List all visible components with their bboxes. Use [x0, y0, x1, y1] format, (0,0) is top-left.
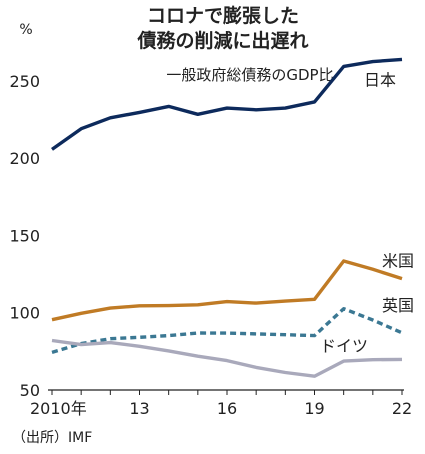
y-tick-label: 100	[9, 304, 40, 323]
series-label: 日本	[364, 70, 396, 89]
y-axis-unit: %	[19, 22, 32, 38]
series-label: ドイツ	[320, 336, 368, 355]
plot-area	[51, 57, 403, 378]
chart-subtitle: 一般政府総債務のGDP比	[166, 66, 333, 84]
x-axis: 2010年 13 16 19 22	[30, 389, 412, 418]
y-tick-label: 150	[9, 226, 40, 245]
series-label: 英国	[382, 296, 414, 315]
series-line	[51, 57, 403, 151]
y-tick-label: 200	[9, 149, 40, 168]
y-axis: 50 100 150 200 250	[9, 72, 40, 400]
series-label: 米国	[382, 252, 414, 271]
chart-title-line: コロナで膨張した	[147, 4, 299, 27]
x-tick-label: 16	[217, 399, 237, 418]
y-tick-label: 250	[9, 72, 40, 91]
x-tick-label: 2010年	[30, 399, 87, 418]
series-line	[51, 338, 403, 378]
series-line	[51, 307, 403, 355]
x-tick-label: 22	[392, 399, 412, 418]
series-line	[51, 259, 403, 322]
x-tick-label: 13	[129, 399, 149, 418]
y-tick-label: 50	[20, 381, 40, 400]
x-tick-label: 19	[304, 399, 324, 418]
source-note: （出所）IMF	[12, 430, 92, 446]
chart-title-line: 債務の削減に出遅れ	[136, 29, 308, 52]
